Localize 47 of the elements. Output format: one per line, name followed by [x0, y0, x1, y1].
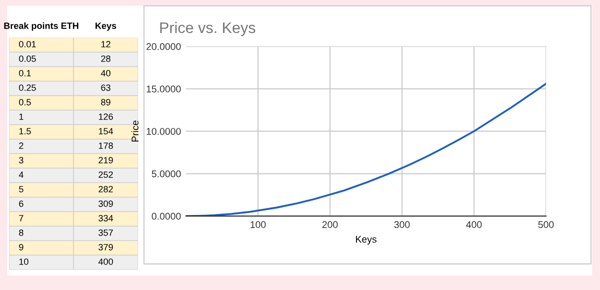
- data-label: 154: [98, 128, 114, 134]
- data-label: 252: [98, 171, 113, 178]
- data-label: 63: [101, 84, 110, 91]
- data-label: 3: [19, 156, 24, 164]
- data-label: 309: [98, 200, 113, 207]
- data-label: 40: [100, 70, 110, 76]
- data-label: 6: [19, 200, 24, 207]
- y-tick-label: 10.0000: [146, 128, 181, 135]
- data-label: 0.05: [19, 55, 36, 62]
- data-label: 178: [98, 142, 113, 149]
- y-axis-title: Price: [131, 120, 139, 142]
- data-label: 12: [101, 40, 110, 48]
- data-label: 7: [19, 215, 24, 222]
- x-axis-title: Keys: [356, 236, 376, 245]
- y-tick-label: 5.0000: [152, 170, 181, 178]
- x-tick-label: 100: [250, 221, 266, 228]
- data-label: 0.01: [19, 40, 36, 48]
- data-label: 5: [19, 186, 24, 192]
- x-tick-label: Break points ETH: [4, 22, 78, 31]
- y-tick-label: 15.0000: [146, 86, 181, 92]
- x-tick-label: 500: [538, 221, 554, 228]
- line-series: [186, 82, 546, 216]
- data-label: 89: [101, 98, 110, 106]
- data-label: 4: [18, 172, 24, 178]
- data-label: 334: [98, 214, 114, 222]
- data-label: 0.25: [19, 84, 36, 91]
- data-label: 1.5: [19, 128, 31, 134]
- x-tick-label: 200: [322, 221, 338, 228]
- data-label: 0.1: [19, 70, 31, 76]
- data-label: 379: [98, 244, 113, 250]
- x-tick-label: 400: [466, 221, 482, 228]
- y-tick-label: 20.0000: [146, 43, 181, 50]
- data-label: 1: [19, 114, 24, 120]
- y-tick-label: 0.0000: [152, 212, 181, 220]
- data-label: 0.5: [19, 98, 31, 106]
- data-label: 282: [98, 186, 113, 192]
- data-label: 126: [98, 113, 113, 120]
- data-label: 9: [19, 244, 24, 250]
- data-label: 8: [19, 229, 24, 236]
- data-label: 2: [19, 142, 24, 149]
- x-tick-label: 300: [394, 221, 410, 228]
- chart-title: Price vs. Keys: [160, 22, 256, 36]
- data-label: 400: [98, 258, 113, 265]
- data-label: 10: [19, 258, 28, 265]
- data-label: 357: [98, 229, 113, 236]
- data-label: 219: [98, 156, 113, 164]
- data-label: 28: [101, 55, 110, 62]
